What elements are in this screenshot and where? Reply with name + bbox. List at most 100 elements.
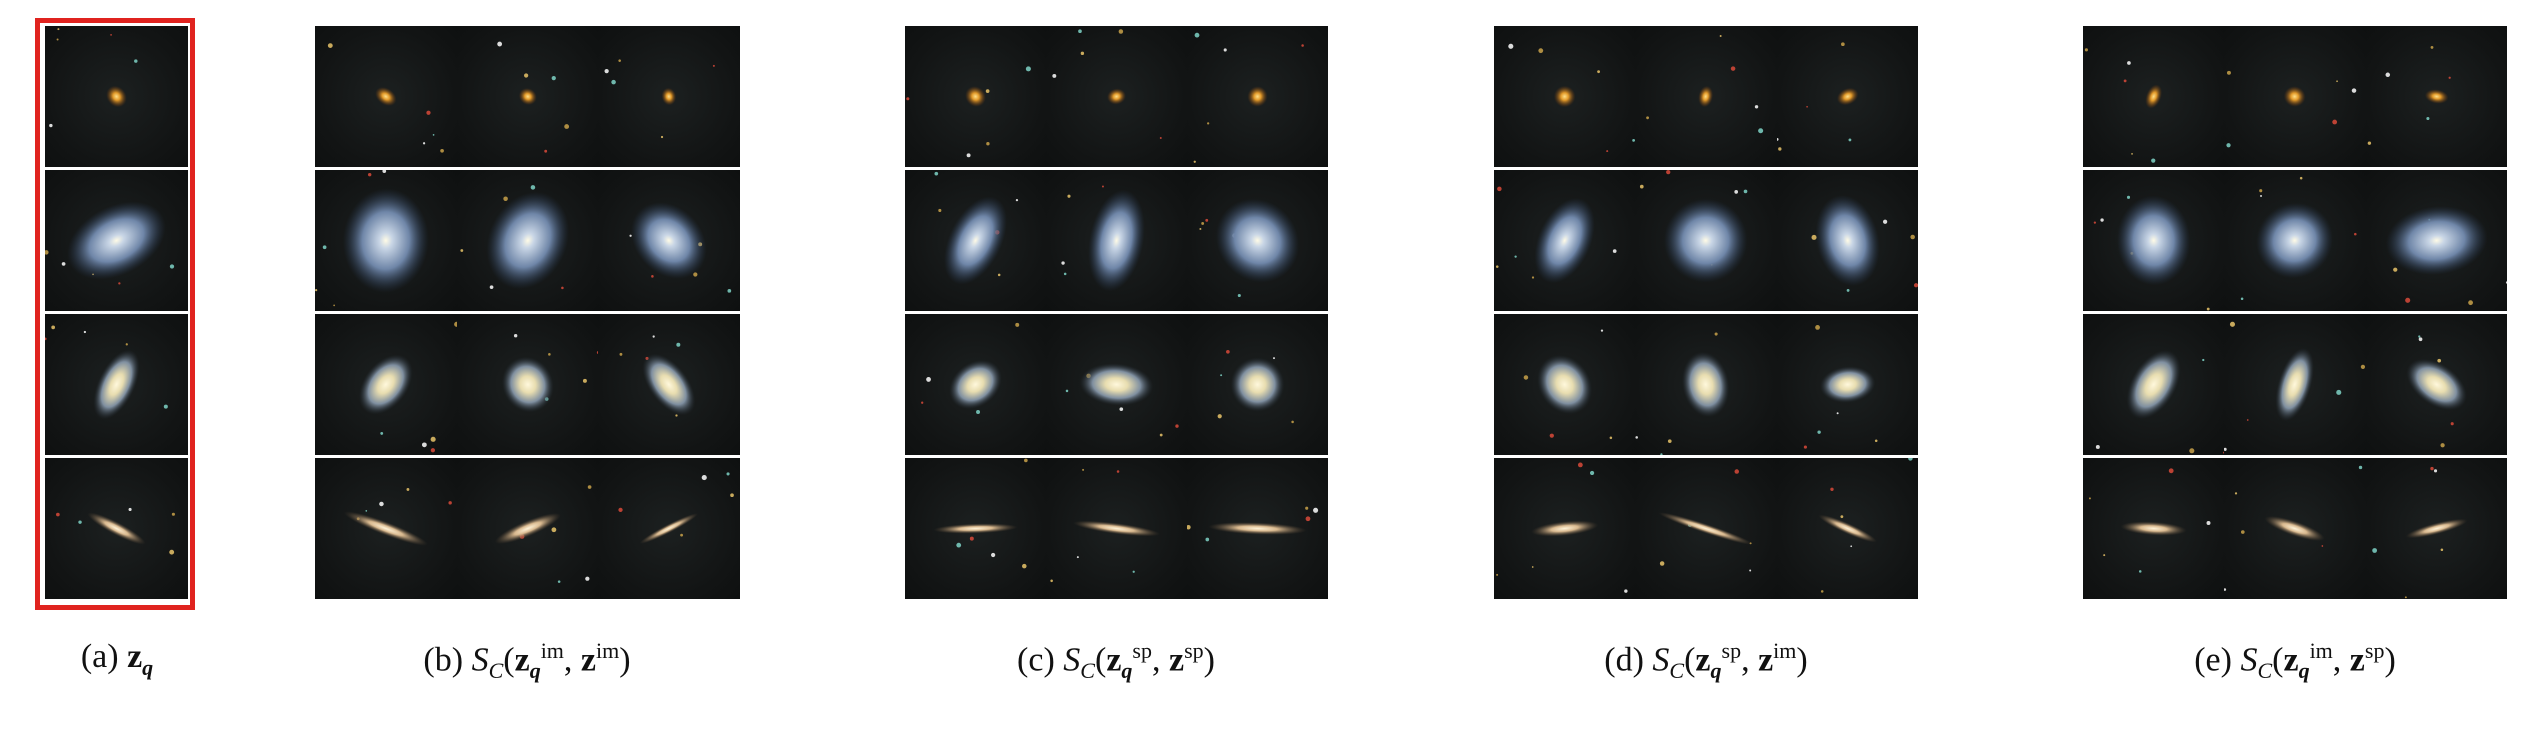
galaxy-thumbnail bbox=[1635, 170, 1777, 311]
galaxy-image bbox=[496, 41, 569, 153]
galaxy-image bbox=[2224, 321, 2366, 451]
galaxy-thumbnail bbox=[2365, 26, 2507, 167]
galaxy-image bbox=[2224, 465, 2363, 591]
panel-b bbox=[315, 26, 741, 599]
galaxy-thumbnail bbox=[1046, 26, 1187, 167]
galaxy-image bbox=[1818, 458, 1913, 593]
image-row bbox=[45, 26, 188, 167]
caption-e-C: C bbox=[2257, 658, 2273, 684]
image-row bbox=[1494, 314, 1918, 455]
galaxy-image bbox=[618, 472, 735, 544]
caption-d: (d) SC(zqsp, zim) bbox=[1604, 638, 1808, 684]
galaxy-image bbox=[2385, 205, 2507, 306]
caption-d-prefix: (d) bbox=[1604, 641, 1653, 679]
caption-b-S: S bbox=[471, 641, 489, 679]
galaxy-thumbnail bbox=[456, 26, 599, 167]
panel-c bbox=[905, 26, 1328, 599]
galaxy-thumbnail bbox=[1187, 170, 1328, 311]
image-grid-e bbox=[2083, 26, 2507, 599]
galaxy-thumbnail bbox=[2224, 314, 2366, 455]
galaxy-image bbox=[1193, 32, 1304, 163]
galaxy-image bbox=[1635, 332, 1730, 455]
caption-a-prefix: (a) bbox=[80, 638, 128, 675]
galaxy-image bbox=[1217, 349, 1294, 424]
caption-c-S: S bbox=[1063, 641, 1081, 679]
galaxy-thumbnail bbox=[315, 26, 457, 167]
image-row bbox=[1494, 170, 1918, 311]
image-row bbox=[1494, 458, 1918, 599]
galaxy-image bbox=[1495, 186, 1617, 284]
galaxy-image bbox=[1065, 363, 1179, 437]
caption-d-S: S bbox=[1652, 641, 1670, 679]
galaxy-thumbnail bbox=[2224, 458, 2366, 599]
galaxy-image bbox=[1523, 329, 1613, 440]
galaxy-image bbox=[934, 171, 1019, 285]
galaxy-thumbnail bbox=[2083, 170, 2225, 311]
galaxy-thumbnail bbox=[905, 170, 1046, 311]
galaxy-image bbox=[1496, 462, 1628, 593]
galaxy-image bbox=[1776, 42, 1859, 151]
query-highlight-frame bbox=[35, 18, 195, 610]
caption-c-C: C bbox=[1080, 658, 1095, 684]
galaxy-thumbnail bbox=[905, 458, 1046, 599]
galaxy-thumbnail bbox=[45, 314, 188, 455]
galaxy-image bbox=[1061, 185, 1145, 292]
galaxy-thumbnail bbox=[598, 458, 741, 599]
caption-a-q: q bbox=[142, 654, 154, 680]
galaxy-thumbnail bbox=[2224, 26, 2366, 167]
caption-b-prefix: (b) bbox=[423, 641, 472, 679]
galaxy-image bbox=[45, 201, 175, 285]
image-row bbox=[45, 170, 188, 311]
caption-e-prefix: (e) bbox=[2194, 641, 2241, 679]
galaxy-thumbnail bbox=[1494, 26, 1636, 167]
image-row bbox=[45, 314, 188, 455]
galaxy-image bbox=[1811, 195, 1918, 292]
galaxy-image bbox=[604, 59, 716, 139]
image-row bbox=[45, 458, 188, 599]
galaxy-thumbnail bbox=[45, 26, 188, 167]
caption-e-sup2: sp bbox=[2364, 638, 2385, 663]
galaxy-thumbnail bbox=[905, 26, 1046, 167]
galaxy-image bbox=[2095, 350, 2225, 454]
galaxy-image bbox=[2371, 466, 2468, 599]
galaxy-thumbnail bbox=[456, 458, 599, 599]
image-row bbox=[905, 170, 1328, 311]
galaxy-image bbox=[1199, 198, 1300, 298]
caption-c: (c) SC(zqsp, zsp) bbox=[1017, 638, 1215, 684]
galaxy-thumbnail bbox=[1776, 314, 1918, 455]
galaxy-image bbox=[2088, 468, 2211, 573]
caption-b-sup1: im bbox=[540, 638, 564, 663]
panel-e bbox=[2083, 26, 2507, 599]
galaxy-thumbnail bbox=[1187, 314, 1328, 455]
galaxy-thumbnail bbox=[1187, 26, 1328, 167]
galaxy-image bbox=[2084, 48, 2162, 163]
image-row bbox=[2083, 26, 2507, 167]
galaxy-thumbnail bbox=[1187, 458, 1328, 599]
caption-a: (a) zq bbox=[81, 638, 153, 681]
galaxy-image bbox=[619, 335, 696, 417]
galaxy-thumbnail bbox=[456, 170, 599, 311]
image-grid-c bbox=[905, 26, 1328, 599]
galaxy-image bbox=[343, 488, 452, 546]
caption-e: (e) SC(zqim, zsp) bbox=[2194, 638, 2396, 684]
image-grid-b bbox=[315, 26, 741, 599]
galaxy-image bbox=[1803, 324, 1878, 449]
galaxy-image bbox=[327, 43, 444, 153]
galaxy-thumbnail bbox=[598, 314, 741, 455]
galaxy-thumbnail bbox=[1635, 26, 1777, 167]
galaxy-thumbnail bbox=[315, 170, 457, 311]
caption-d-C: C bbox=[1669, 658, 1685, 684]
galaxy-image bbox=[460, 185, 569, 290]
galaxy-thumbnail bbox=[1776, 26, 1918, 167]
caption-c-sup2: sp bbox=[1184, 638, 1204, 663]
galaxy-image bbox=[45, 325, 168, 420]
caption-a-z: z bbox=[127, 638, 143, 675]
galaxy-thumbnail bbox=[1776, 170, 1918, 311]
galaxy-thumbnail bbox=[1494, 314, 1636, 455]
galaxy-thumbnail bbox=[2365, 314, 2507, 455]
image-row bbox=[2083, 314, 2507, 455]
image-row bbox=[315, 26, 741, 167]
galaxy-thumbnail bbox=[905, 314, 1046, 455]
image-grid-d bbox=[1494, 26, 1918, 599]
